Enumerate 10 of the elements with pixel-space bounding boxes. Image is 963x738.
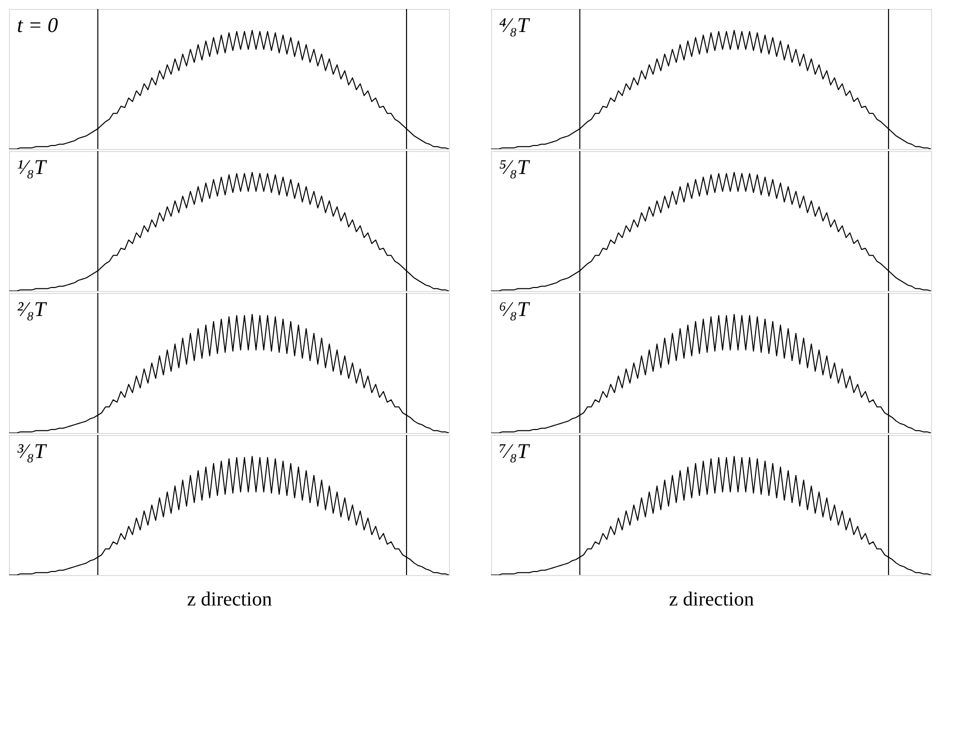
chart-title: ⁷⁄₈T: [499, 439, 530, 463]
chart-title: ⁶⁄₈T: [499, 297, 530, 321]
chart-title: ³⁄₈T: [17, 439, 48, 463]
chart-title: ⁵⁄₈T: [499, 155, 530, 179]
x-axis-title: z direction: [187, 588, 272, 610]
chart-title: t = 0: [17, 13, 59, 37]
chart-title: ⁴⁄₈T: [499, 13, 530, 37]
chart-title: ²⁄₈T: [17, 297, 48, 321]
chart-title: ¹⁄₈T: [17, 155, 48, 179]
x-axis-title: z direction: [669, 588, 754, 610]
